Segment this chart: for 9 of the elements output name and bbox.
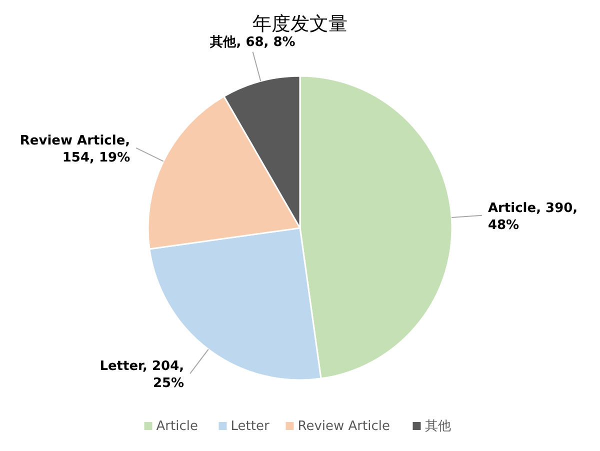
legend-label: Review Article bbox=[298, 419, 390, 434]
data-label: Letter, 204, 25% bbox=[100, 359, 184, 392]
data-label: Review Article, 154, 19% bbox=[20, 133, 130, 166]
data-label: 其他, 68, 8% bbox=[209, 34, 296, 50]
chart-title: 年度发文量 bbox=[252, 13, 348, 35]
legend-label: Letter bbox=[230, 419, 270, 434]
data-label: Article, 390, 48% bbox=[488, 200, 578, 233]
legend-label: Article bbox=[156, 419, 198, 434]
legend-label: 其他 bbox=[424, 419, 451, 434]
